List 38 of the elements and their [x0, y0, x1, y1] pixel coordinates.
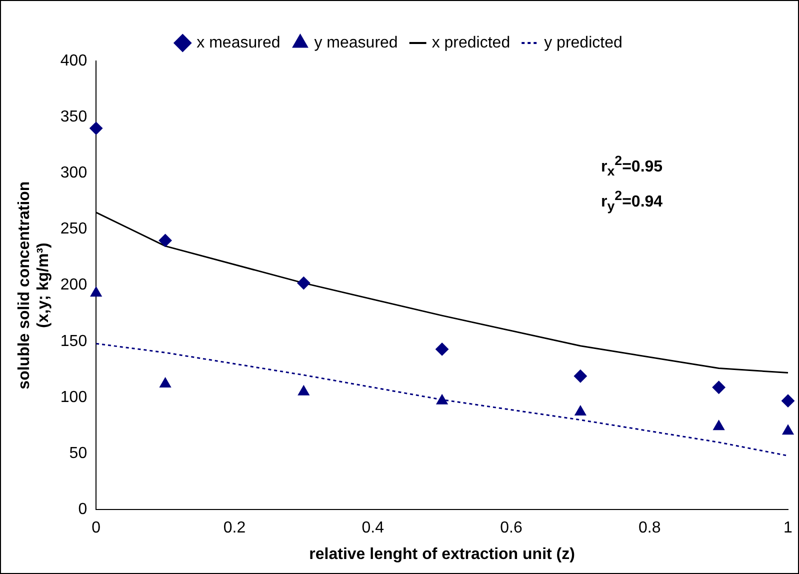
- y-tick-label: 50: [69, 444, 88, 462]
- y-tick-label: 200: [60, 276, 88, 294]
- point: [158, 234, 172, 247]
- legend-label: y measured: [314, 34, 398, 52]
- y-tick-label: 0: [78, 501, 88, 518]
- point: [436, 342, 449, 356]
- legend-label: x predicted: [432, 34, 510, 52]
- legend-label: x measured: [196, 34, 280, 52]
- x-axis-title: relative lenght of extraction unit (z): [309, 546, 575, 563]
- x-tick-label: 0.4: [362, 520, 384, 537]
- point: [298, 385, 310, 396]
- point: [297, 276, 310, 290]
- point: [90, 122, 103, 135]
- x-tick-label: 0.8: [638, 520, 661, 537]
- point: [160, 377, 171, 388]
- x-tick-label: 0: [92, 520, 101, 537]
- point: [712, 380, 726, 394]
- y-tick-label: 100: [60, 388, 88, 406]
- line-series: [95, 342, 789, 457]
- legend-label: y predicted: [544, 34, 622, 52]
- annotation: r$_{y}$$^{2}$=0.94: [601, 186, 663, 216]
- y-tick-label: 150: [60, 332, 88, 350]
- point: [782, 424, 794, 435]
- point: [713, 420, 725, 430]
- y-tick-label: 400: [60, 52, 88, 70]
- y-tick-label: 250: [60, 220, 88, 238]
- point: [782, 394, 794, 408]
- y-axis-title: soluble solid concentration (x,y; kg/m³): [16, 181, 52, 390]
- point: [436, 394, 448, 404]
- x-tick-label: 1: [784, 520, 793, 537]
- annotation: r$_{x}$$^{2}$=0.95: [601, 152, 663, 181]
- x-tick-label: 0.6: [500, 520, 522, 537]
- x-tick-label: 0.2: [223, 520, 246, 537]
- y-tick-label: 350: [60, 108, 88, 126]
- point: [574, 406, 586, 416]
- point: [574, 370, 587, 383]
- y-tick-label: 300: [60, 164, 88, 182]
- point: [90, 286, 102, 297]
